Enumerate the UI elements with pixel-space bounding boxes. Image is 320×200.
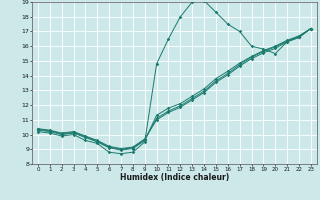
X-axis label: Humidex (Indice chaleur): Humidex (Indice chaleur): [120, 173, 229, 182]
